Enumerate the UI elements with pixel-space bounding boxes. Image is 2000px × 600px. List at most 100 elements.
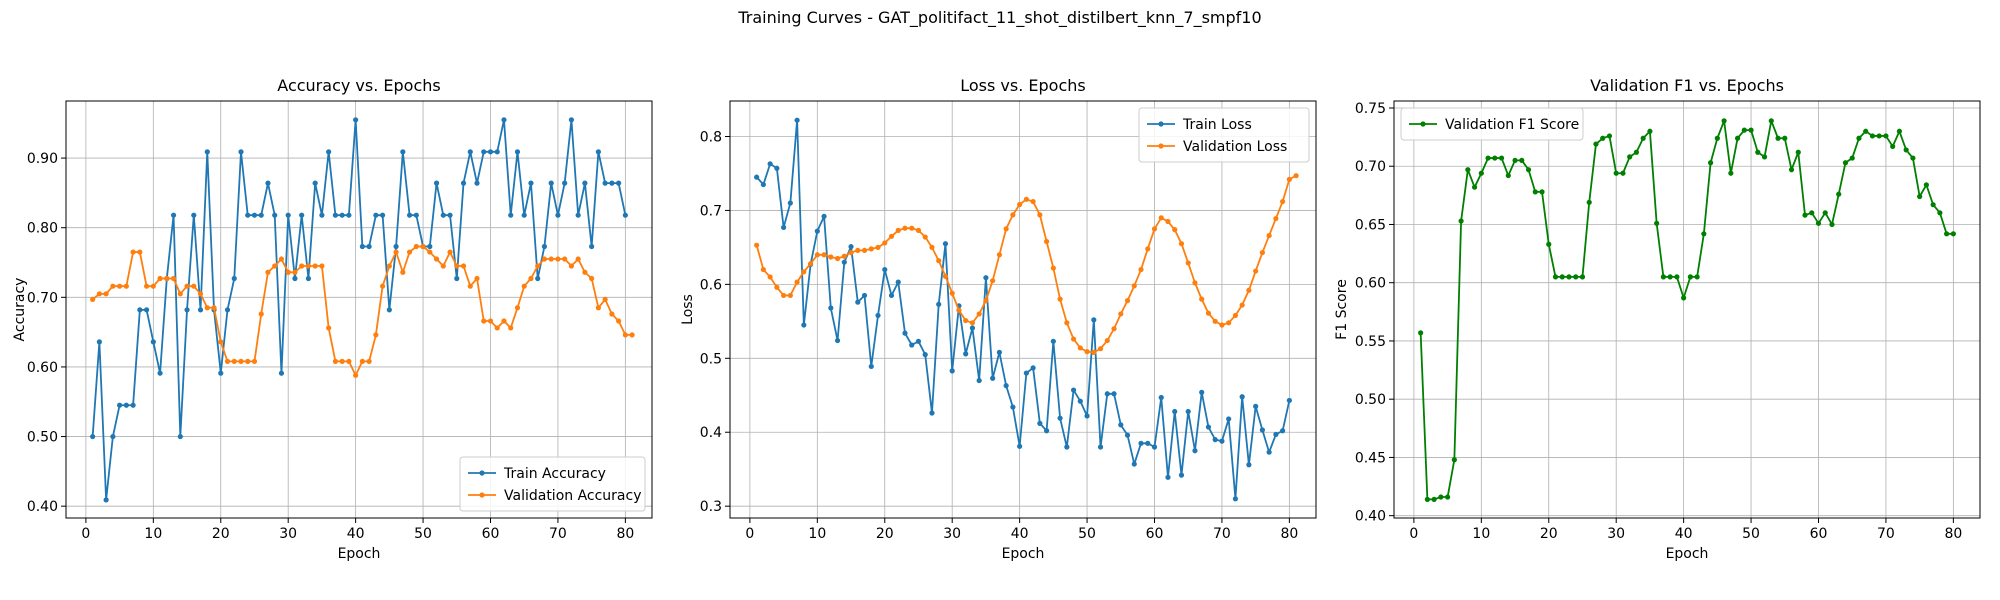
data-point bbox=[1070, 387, 1077, 393]
plot-frame bbox=[729, 100, 1317, 519]
data-point bbox=[1138, 440, 1144, 446]
data-point bbox=[1586, 199, 1592, 205]
data-point bbox=[616, 318, 622, 324]
data-point bbox=[359, 358, 365, 364]
y-tick-label: 0.8 bbox=[700, 129, 722, 145]
data-point bbox=[767, 161, 773, 167]
data-point bbox=[582, 180, 588, 186]
data-point bbox=[204, 305, 210, 311]
data-point bbox=[828, 305, 834, 311]
data-point bbox=[1023, 370, 1029, 376]
data-point bbox=[1205, 310, 1212, 316]
data-point bbox=[1836, 191, 1842, 197]
legend-swatch-marker bbox=[1158, 143, 1164, 149]
data-point bbox=[265, 180, 271, 186]
legend-label: Validation F1 Score bbox=[1445, 117, 1579, 133]
data-point bbox=[1546, 241, 1552, 247]
y-tick-label: 0.80 bbox=[27, 221, 58, 237]
data-point bbox=[494, 325, 500, 331]
x-tick-label: 10 bbox=[144, 526, 162, 542]
data-point bbox=[1485, 155, 1491, 161]
data-point bbox=[1741, 127, 1747, 133]
x-tick-label: 30 bbox=[1607, 526, 1625, 542]
legend-label: Train Loss bbox=[1182, 117, 1252, 133]
x-axis-label: Epoch bbox=[1002, 546, 1045, 562]
data-point bbox=[754, 174, 760, 180]
data-point bbox=[1266, 232, 1272, 239]
data-point bbox=[1003, 383, 1009, 389]
data-point bbox=[1761, 154, 1768, 160]
data-point bbox=[1246, 287, 1252, 293]
x-tick-label: 10 bbox=[808, 526, 826, 542]
data-point bbox=[828, 254, 834, 260]
data-point bbox=[143, 283, 150, 289]
data-point bbox=[888, 233, 895, 239]
x-axis-label: Epoch bbox=[1666, 546, 1709, 562]
data-point bbox=[855, 247, 861, 253]
data-point bbox=[535, 275, 541, 282]
data-point bbox=[326, 325, 332, 331]
data-point bbox=[353, 372, 359, 378]
data-point bbox=[528, 275, 534, 282]
data-point bbox=[1259, 249, 1265, 256]
data-point bbox=[380, 283, 386, 289]
data-point bbox=[278, 370, 285, 376]
data-point bbox=[332, 358, 338, 364]
data-point bbox=[774, 165, 780, 171]
data-point bbox=[103, 497, 109, 503]
data-point bbox=[909, 342, 915, 348]
data-point bbox=[460, 180, 467, 186]
data-point bbox=[123, 402, 129, 408]
data-point bbox=[1923, 182, 1929, 188]
data-point bbox=[373, 212, 379, 218]
data-point bbox=[501, 117, 507, 123]
data-point bbox=[535, 263, 541, 269]
data-point bbox=[1178, 472, 1185, 478]
data-point bbox=[433, 256, 440, 262]
data-point bbox=[177, 433, 183, 440]
data-point bbox=[1185, 260, 1191, 266]
data-point bbox=[1910, 155, 1916, 161]
data-point bbox=[1017, 443, 1023, 449]
data-point bbox=[170, 212, 177, 218]
data-point bbox=[1212, 318, 1218, 324]
data-point bbox=[1681, 295, 1687, 301]
data-point bbox=[555, 256, 561, 262]
data-point bbox=[1829, 221, 1835, 228]
legend-swatch-marker bbox=[479, 492, 485, 498]
series-line-2 bbox=[755, 174, 1297, 354]
data-point bbox=[1111, 326, 1117, 332]
data-point bbox=[433, 180, 440, 186]
data-point bbox=[1842, 160, 1849, 166]
data-point bbox=[319, 212, 325, 218]
chart-panel-3: 0 10 20 30 40 50 60 70 80 0.40 0.45 0.50 0.55 0.60 0.6… bbox=[1334, 76, 1981, 562]
data-point bbox=[427, 249, 433, 255]
data-point bbox=[868, 363, 874, 370]
y-tick-label: 0.5 bbox=[700, 351, 722, 367]
x-axis-label: Epoch bbox=[338, 546, 381, 562]
data-point bbox=[1192, 448, 1198, 454]
data-point bbox=[508, 325, 514, 331]
data-point bbox=[1876, 133, 1882, 139]
data-point bbox=[508, 212, 514, 218]
x-tick-label: 20 bbox=[876, 526, 894, 542]
legend-box bbox=[1400, 107, 1584, 141]
chart-panel-2: 0 10 20 30 40 50 60 70 80 0.3 0.4 0.5 0.6 0.7 0.8 Loss … bbox=[680, 76, 1317, 562]
data-point bbox=[942, 273, 949, 279]
data-point bbox=[218, 339, 224, 345]
data-point bbox=[1185, 408, 1191, 415]
data-point bbox=[1097, 444, 1104, 450]
data-point bbox=[1138, 266, 1144, 273]
data-point bbox=[521, 212, 527, 218]
data-point bbox=[622, 212, 628, 218]
data-point bbox=[386, 263, 392, 269]
data-point bbox=[1091, 317, 1097, 323]
data-point bbox=[339, 212, 345, 218]
data-point bbox=[760, 181, 766, 188]
data-point bbox=[130, 402, 136, 408]
data-point bbox=[96, 339, 102, 345]
data-point bbox=[1253, 268, 1259, 274]
data-point bbox=[1124, 298, 1131, 304]
data-point bbox=[1280, 198, 1286, 205]
data-point bbox=[794, 279, 800, 285]
